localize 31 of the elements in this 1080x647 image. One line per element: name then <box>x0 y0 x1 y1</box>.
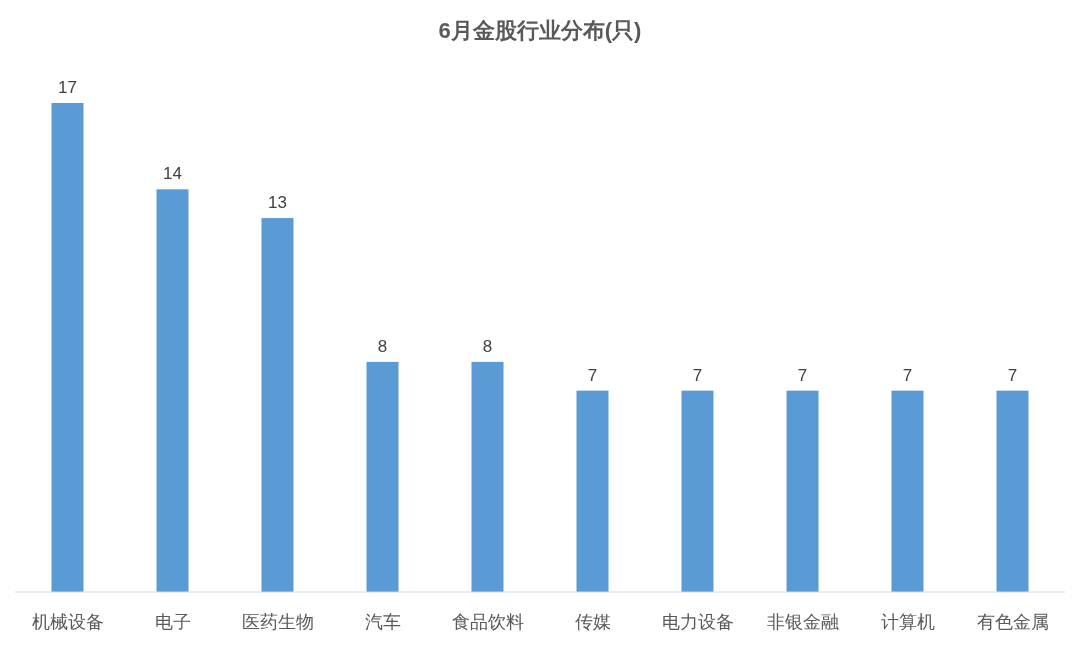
bar <box>576 390 609 592</box>
x-tick-label: 电子 <box>154 612 191 632</box>
bar <box>996 390 1029 592</box>
data-label: 7 <box>1007 365 1018 385</box>
data-label: 7 <box>902 365 913 385</box>
data-label: 7 <box>692 365 703 385</box>
x-tick-label: 医药生物 <box>241 612 314 632</box>
bar <box>471 361 504 592</box>
chart-title: 6月金股行业分布(只) <box>438 18 642 43</box>
data-label: 8 <box>482 336 493 356</box>
bar <box>51 103 84 592</box>
bar <box>156 189 189 592</box>
x-tick-label: 有色金属 <box>976 612 1049 632</box>
data-label: 14 <box>163 164 182 184</box>
data-label: 7 <box>797 365 808 385</box>
x-tick-label: 计算机 <box>880 612 935 632</box>
x-tick-label: 机械设备 <box>31 612 104 632</box>
x-tick-label: 非银金融 <box>766 612 839 632</box>
x-tick-label: 汽车 <box>364 612 401 632</box>
data-label: 17 <box>58 78 77 97</box>
bar <box>261 218 294 592</box>
data-label: 8 <box>377 336 388 356</box>
bar <box>786 390 819 592</box>
x-tick-label: 食品饮料 <box>451 612 524 632</box>
data-label: 13 <box>268 193 287 213</box>
data-label: 7 <box>587 365 598 385</box>
x-tick-label: 电力设备 <box>661 612 734 632</box>
bar <box>366 361 399 592</box>
bar <box>891 390 924 592</box>
bar <box>681 390 714 592</box>
x-tick-label: 传媒 <box>574 612 611 632</box>
